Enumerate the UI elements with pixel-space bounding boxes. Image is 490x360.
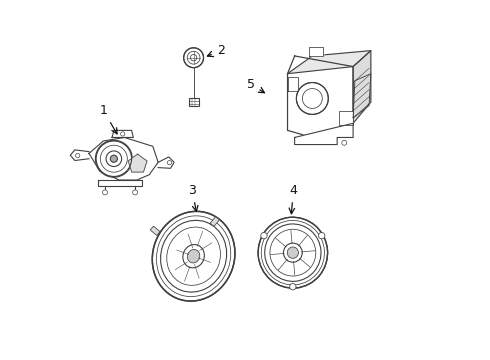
Polygon shape (98, 180, 142, 186)
Circle shape (110, 155, 118, 162)
Text: 4: 4 (289, 184, 297, 214)
Text: 5: 5 (247, 78, 265, 93)
Circle shape (318, 233, 325, 239)
Ellipse shape (287, 247, 298, 258)
Circle shape (290, 283, 296, 290)
Polygon shape (309, 47, 323, 56)
Text: 2: 2 (207, 44, 224, 57)
Circle shape (102, 190, 107, 195)
Bar (189, 99, 198, 106)
Polygon shape (112, 130, 133, 138)
Text: 1: 1 (99, 104, 117, 134)
Ellipse shape (258, 217, 328, 288)
Polygon shape (158, 157, 174, 168)
Polygon shape (288, 56, 353, 138)
Polygon shape (89, 138, 158, 180)
Circle shape (96, 140, 132, 177)
Ellipse shape (152, 211, 235, 301)
Ellipse shape (284, 243, 302, 262)
Polygon shape (288, 51, 371, 74)
Polygon shape (294, 123, 353, 145)
Circle shape (296, 82, 328, 114)
Bar (150, 226, 160, 235)
Text: 3: 3 (188, 184, 198, 211)
Polygon shape (128, 154, 147, 172)
Circle shape (133, 190, 138, 195)
Bar (210, 217, 220, 226)
Ellipse shape (187, 249, 200, 263)
Ellipse shape (183, 244, 204, 268)
Circle shape (184, 48, 203, 68)
Circle shape (261, 233, 267, 239)
Bar (339, 111, 353, 125)
Circle shape (342, 140, 347, 145)
Polygon shape (70, 150, 89, 161)
Polygon shape (353, 51, 371, 123)
